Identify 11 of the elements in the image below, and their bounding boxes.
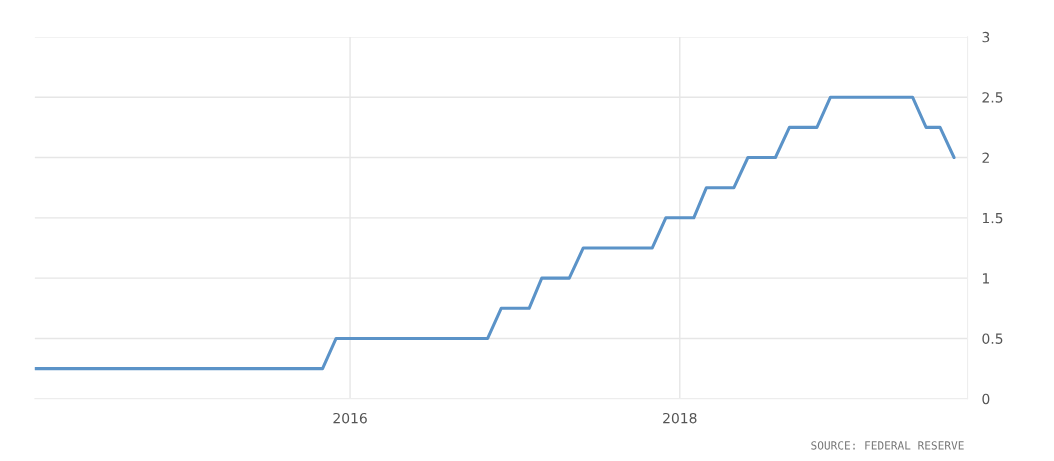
source-note: SOURCE: FEDERAL RESERVE — [811, 441, 964, 450]
y-tick-label: 1.5 — [982, 212, 1003, 224]
y-tick-label: 0.5 — [982, 333, 1003, 344]
line-series — [34, 95, 956, 371]
y-tick-label: 2.5 — [982, 92, 1003, 103]
y-tick-label: 2 — [982, 152, 989, 163]
x-tick-label: 2016 — [333, 412, 367, 424]
x-tick-label: 2018 — [663, 412, 697, 424]
y-tick-label: 0 — [982, 393, 990, 405]
y-tick-label: 3 — [982, 31, 990, 43]
y-tick-label: 1 — [982, 273, 990, 284]
